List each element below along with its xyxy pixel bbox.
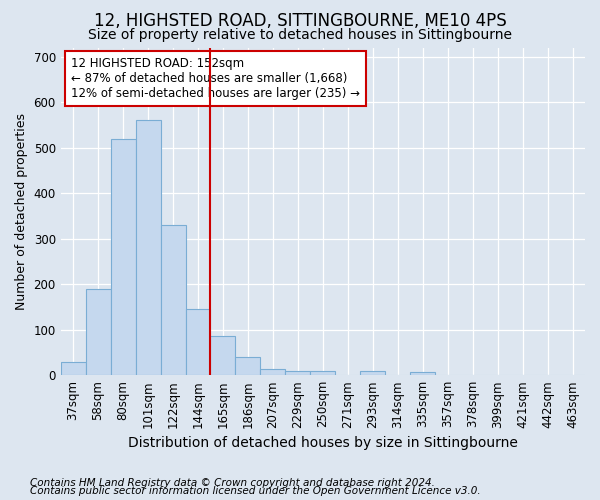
Bar: [310, 370, 335, 375]
Bar: [410, 372, 435, 375]
Bar: [211, 336, 235, 375]
Text: Contains public sector information licensed under the Open Government Licence v3: Contains public sector information licen…: [30, 486, 481, 496]
Bar: [185, 309, 211, 375]
Text: Contains HM Land Registry data © Crown copyright and database right 2024.: Contains HM Land Registry data © Crown c…: [30, 478, 435, 488]
X-axis label: Distribution of detached houses by size in Sittingbourne: Distribution of detached houses by size …: [128, 436, 518, 450]
Text: 12 HIGHSTED ROAD: 152sqm
← 87% of detached houses are smaller (1,668)
12% of sem: 12 HIGHSTED ROAD: 152sqm ← 87% of detach…: [71, 58, 360, 100]
Bar: [286, 370, 310, 375]
Bar: [136, 120, 161, 375]
Text: Size of property relative to detached houses in Sittingbourne: Size of property relative to detached ho…: [88, 28, 512, 42]
Bar: [161, 225, 185, 375]
Bar: [235, 357, 260, 375]
Y-axis label: Number of detached properties: Number of detached properties: [15, 113, 28, 310]
Bar: [260, 370, 286, 375]
Text: 12, HIGHSTED ROAD, SITTINGBOURNE, ME10 4PS: 12, HIGHSTED ROAD, SITTINGBOURNE, ME10 4…: [94, 12, 506, 30]
Bar: [86, 288, 110, 375]
Bar: [110, 138, 136, 375]
Bar: [360, 370, 385, 375]
Bar: [61, 362, 86, 375]
